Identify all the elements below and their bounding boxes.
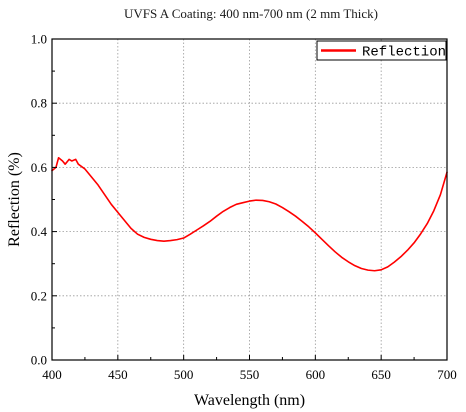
x-tick-label: 550 (240, 367, 260, 382)
legend: Reflection (316, 40, 447, 61)
y-tick-labels: 0.0 0.2 0.4 0.6 0.8 1.0 (31, 32, 48, 368)
legend-label-reflection: Reflection (362, 45, 446, 61)
grid-lines (52, 39, 447, 360)
x-tick-label: 400 (42, 367, 62, 382)
x-axis-label: Wavelength (nm) (194, 392, 305, 409)
y-axis-label: Reflection (%) (6, 152, 23, 247)
x-tick-label: 600 (306, 367, 326, 382)
series-line-reflection (51, 156, 448, 272)
y-tick-label: 0.0 (31, 353, 47, 368)
chart-title: UVFS A Coating: 400 nm-700 nm (2 mm Thic… (124, 6, 378, 21)
axis-ticks (51, 38, 448, 361)
y-tick-label: 0.2 (31, 288, 47, 303)
y-tick-label: 1.0 (31, 32, 47, 47)
x-tick-label: 450 (108, 367, 128, 382)
y-tick-label: 0.6 (31, 160, 48, 175)
plot-frame (51, 38, 448, 361)
legend-box (316, 40, 447, 61)
y-tick-label: 0.8 (31, 96, 47, 111)
x-tick-label: 650 (371, 367, 391, 382)
series-layer (51, 156, 448, 272)
x-tick-labels: 400 450 500 550 600 650 700 (42, 367, 457, 382)
x-tick-label: 500 (174, 367, 194, 382)
y-tick-label: 0.4 (31, 224, 48, 239)
x-tick-label: 700 (437, 367, 457, 382)
